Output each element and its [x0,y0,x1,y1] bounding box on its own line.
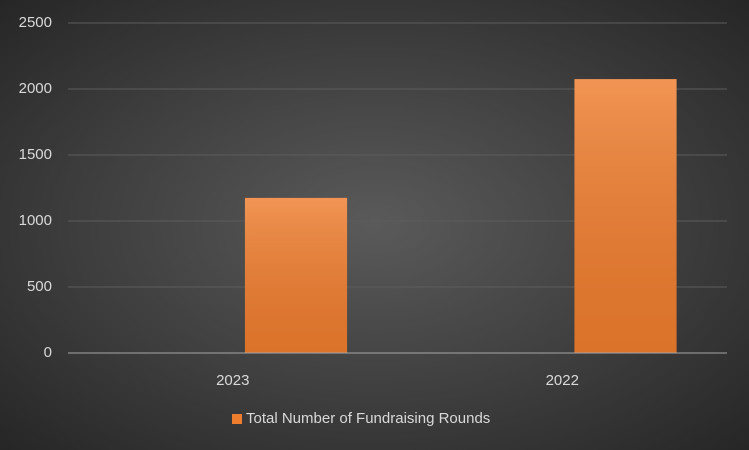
legend-swatch [232,414,242,424]
x-tick-label: 2022 [546,372,579,389]
bar-shading [574,79,677,353]
y-tick-label: 2500 [19,14,52,31]
legend-label: Total Number of Fundraising Rounds [246,410,490,427]
bar-shading [244,197,348,353]
x-tick-label: 2023 [216,372,249,389]
y-tick-label: 1500 [19,146,52,163]
y-tick-label: 0 [44,344,52,361]
y-tick-label: 1000 [19,212,52,229]
y-tick-label: 500 [27,278,52,295]
y-tick-label: 2000 [19,80,52,97]
